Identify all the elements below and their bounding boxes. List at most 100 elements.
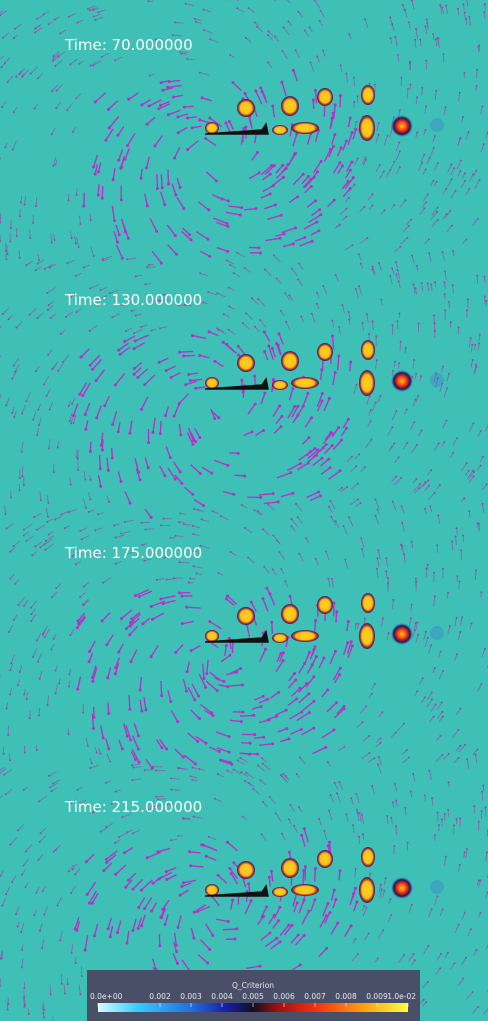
- colorbar-tick-label: 0.004: [211, 992, 233, 1001]
- arrow: [359, 286, 362, 295]
- arrow-head: [477, 1006, 479, 1008]
- arrow-head: [79, 223, 81, 225]
- arrow-head: [75, 929, 78, 932]
- arrow: [19, 251, 20, 258]
- arrow-head: [328, 810, 330, 812]
- arrow: [37, 15, 43, 19]
- arrow-head: [365, 705, 367, 707]
- arrow-head: [247, 882, 250, 885]
- arrow: [22, 405, 25, 413]
- arrow-head: [183, 818, 185, 820]
- arrow-head: [398, 280, 400, 282]
- arrow-head: [355, 465, 357, 467]
- arrow-head: [395, 261, 397, 263]
- arrow-head: [209, 38, 211, 40]
- arrow-head: [415, 622, 417, 624]
- arrow-head: [7, 81, 9, 83]
- arrow: [38, 653, 42, 662]
- arrow-head: [417, 395, 419, 397]
- arrow: [109, 116, 118, 128]
- arrow: [86, 854, 94, 862]
- panel: [0, 498, 488, 769]
- arrow: [431, 284, 432, 291]
- arrow-head: [177, 131, 180, 134]
- arrow-head: [451, 540, 453, 542]
- arrow: [37, 313, 43, 318]
- arrow-head: [321, 399, 324, 402]
- arrow: [33, 411, 36, 420]
- arrow: [145, 458, 148, 468]
- arrow-head: [254, 326, 256, 328]
- arrow: [80, 528, 87, 531]
- arrow-head: [54, 19, 56, 21]
- arrow: [433, 34, 434, 41]
- arrow: [10, 547, 15, 552]
- colorbar-tick-label: 0.005: [242, 992, 264, 1001]
- vortex: [317, 343, 333, 361]
- arrow-head: [314, 89, 317, 92]
- arrow-head: [34, 545, 36, 547]
- arrow-head: [380, 299, 382, 301]
- arrow: [158, 848, 170, 851]
- arrow: [336, 612, 337, 623]
- arrow-head: [447, 781, 449, 783]
- arrow-head: [4, 146, 6, 148]
- arrow-head: [338, 673, 341, 676]
- arrow: [484, 1008, 488, 1014]
- arrow-head: [48, 533, 50, 535]
- arrow-head: [14, 28, 16, 30]
- arrow: [178, 127, 187, 132]
- arrow-head: [366, 237, 368, 239]
- arrow: [6, 243, 7, 251]
- arrow-head: [187, 373, 190, 376]
- arrow: [33, 649, 37, 658]
- vortex: [317, 850, 333, 868]
- arrow: [395, 784, 397, 792]
- arrow-head: [214, 798, 216, 800]
- arrow-head: [133, 367, 136, 370]
- arrow-head: [188, 233, 191, 236]
- arrow-head: [38, 259, 40, 261]
- arrow-head: [372, 193, 374, 195]
- arrow: [433, 136, 435, 142]
- arrow-head: [88, 660, 91, 663]
- vortex: [237, 354, 255, 372]
- arrow-head: [277, 691, 280, 694]
- arrow-head: [296, 414, 299, 417]
- arrow-head: [287, 20, 289, 22]
- arrow-head: [9, 669, 11, 671]
- arrow: [0, 870, 4, 876]
- arrow: [264, 567, 269, 573]
- arrow-head: [475, 170, 477, 172]
- arrow: [80, 216, 81, 224]
- vortex: [361, 340, 375, 360]
- arrow-head: [271, 742, 274, 745]
- arrow-head: [250, 430, 253, 433]
- arrow: [238, 346, 245, 355]
- arrow: [24, 998, 25, 1007]
- arrow-head: [23, 535, 25, 537]
- arrow-head: [228, 751, 231, 754]
- arrow-head: [67, 199, 69, 201]
- arrow-head: [483, 276, 485, 278]
- arrow-head: [43, 1016, 45, 1018]
- arrow-head: [6, 528, 8, 530]
- arrow: [202, 845, 214, 849]
- arrow: [50, 402, 53, 409]
- arrow: [161, 596, 176, 599]
- arrow: [438, 515, 440, 524]
- arrow-head: [314, 199, 317, 202]
- arrow-head: [377, 557, 379, 559]
- arrow: [332, 336, 333, 349]
- arrow-head: [382, 618, 384, 620]
- vortex: [272, 887, 288, 897]
- arrow-head: [103, 404, 106, 407]
- arrow-head: [8, 631, 10, 633]
- arrow-head: [23, 996, 25, 998]
- arrow-head: [17, 684, 19, 686]
- arrow: [228, 685, 242, 686]
- arrow-head: [120, 617, 123, 620]
- arrow-head: [392, 500, 394, 502]
- arrow: [321, 370, 322, 380]
- arrow-head: [237, 452, 240, 455]
